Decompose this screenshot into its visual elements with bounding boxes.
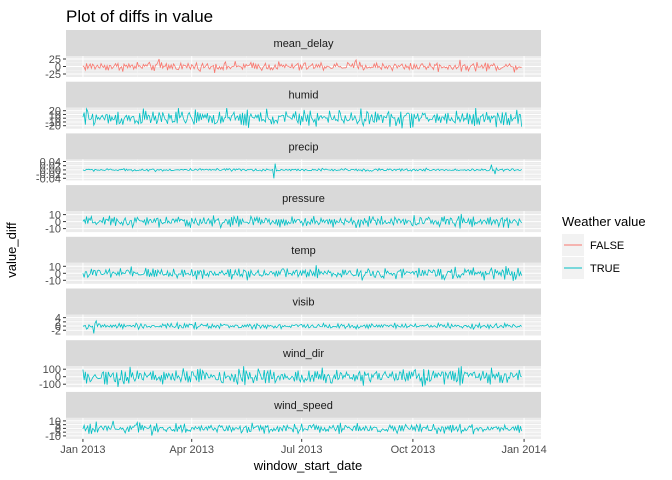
y-tick-label: 100 [43,364,61,376]
facet-strip-label: pressure [282,193,325,205]
facet-strip-label: temp [291,245,315,257]
series-line-visib [82,319,522,334]
y-tick-label: -2 [51,325,61,337]
facet-strip [66,30,541,56]
legend-label-true: TRUE [590,263,620,275]
facet-strip-label: mean_delay [274,38,334,50]
series-line-pressure [82,213,522,230]
facet-strip [66,81,541,108]
facet-strip [66,236,541,263]
y-tick-label: 0 [55,113,61,125]
series-line-mean_delay [82,58,522,73]
y-tick-label: 0.02 [40,161,61,173]
legend: Weather value FALSE TRUE [562,214,646,279]
y-tick-label: 0 [55,217,61,229]
facet-strip-label: wind_dir [282,348,324,360]
y-tick-label: 0 [55,372,61,384]
facet-precip: precip -0.04-0.020.000.020.04 [36,133,541,185]
y-tick-label: 0 [55,321,61,333]
y-tick-label: 10 [49,416,61,428]
y-tick-label: 0 [55,268,61,280]
facet-strip-label: humid [289,90,319,102]
facet-strip [66,391,541,418]
series-line-temp [82,265,523,281]
x-tick-label: Jul 2013 [281,444,323,456]
y-tick-label: -10 [45,224,61,236]
y-tick-label: -20 [45,121,61,133]
x-tick-label: Oct 2013 [391,444,436,456]
facet-strip [66,340,541,367]
y-tick-label: -25 [45,69,61,81]
series-line-wind_dir [82,366,522,387]
facet-strip-label: visib [292,297,314,309]
legend-label-false: FALSE [590,240,624,252]
series-line-wind_speed [82,420,523,436]
y-tick-label: 4 [55,313,61,325]
y-tick-label: -100 [39,379,61,391]
facet-strip [66,133,541,160]
y-tick-label: 5 [55,420,61,432]
series-line-humid [82,107,523,129]
y-axis-title: value_diff [4,222,19,278]
y-tick-label: 0.00 [40,165,61,177]
y-tick-label: 10 [49,210,61,222]
y-tick-label: 0 [55,423,61,435]
y-tick-label: 0.04 [40,157,61,169]
series-line-precip [82,163,522,179]
x-tick-label: Jan 2013 [60,444,105,456]
x-tick-label: Apr 2013 [169,444,214,456]
legend-title: Weather value [562,214,646,229]
facet-strip-label: precip [289,141,319,153]
y-tick-label: -10 [45,431,61,443]
y-tick-label: 25 [49,54,61,66]
y-tick-label: 10 [49,261,61,273]
x-axis-title: window_start_date [253,458,362,473]
x-axis: Jan 2013 Apr 2013 Jul 2013 Oct 2013 Jan 2014 [60,438,547,456]
y-tick-label: 0 [55,62,61,74]
y-tick-label: -0.02 [36,169,61,181]
y-tick-label: -5 [51,427,61,439]
y-tick-label: 2 [55,317,61,329]
facet-panels: mean_delay-25025humid-20-1001020precip-0… [36,30,541,443]
y-tick-label: -10 [45,117,61,129]
y-tick-label: -10 [45,275,61,287]
x-tick-label: Jan 2014 [501,444,546,456]
y-tick-label: 20 [49,106,61,118]
facet-strip [66,185,541,212]
y-tick-label: -0.04 [36,173,61,185]
facet-strip-label: wind_speed [273,400,333,412]
y-tick-label: 10 [49,109,61,121]
chart-title: Plot of diffs in value [66,7,213,26]
facet-strip [66,288,541,315]
